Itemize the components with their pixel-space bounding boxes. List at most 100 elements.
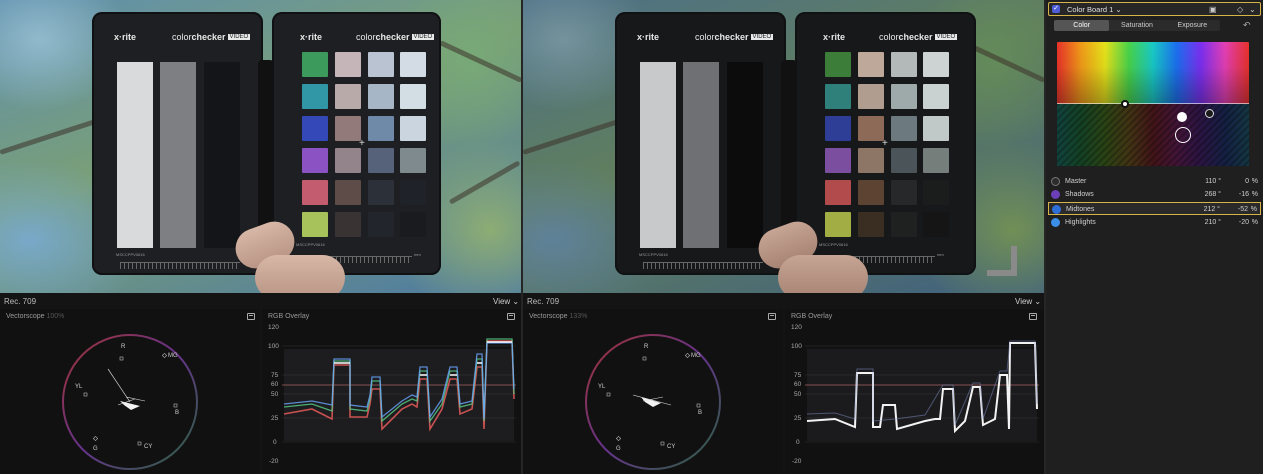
vectorscope-graph (62, 334, 198, 470)
control-row-master[interactable]: Master 110 ° 0 % (1048, 175, 1261, 188)
control-angle[interactable]: 212 ° (1203, 206, 1220, 213)
control-unit: % (1250, 206, 1257, 213)
control-amount[interactable]: -16 (1238, 191, 1249, 198)
control-amount[interactable]: 0 (1245, 178, 1249, 185)
color-patch (368, 84, 394, 109)
control-label: Shadows (1065, 191, 1094, 198)
scope-settings-icon[interactable] (1029, 313, 1037, 320)
colorchecker-logo: colorchecker VIDEO (695, 32, 774, 42)
color-checker-left-panel: x·rite colorchecker VIDEO MSCCPPV0616 (615, 12, 786, 275)
xrite-logo: x·rite (114, 32, 137, 42)
control-row-highlights[interactable]: Highlights 210 ° -20 % (1048, 216, 1261, 229)
keyframe-icon[interactable]: ◇ (1237, 5, 1244, 14)
vectorscope-panel: Vectorscope 100% R MG B CY G YL (0, 309, 260, 474)
control-row-shadows[interactable]: Shadows 268 ° -16 % (1048, 188, 1261, 201)
color-patch (923, 84, 949, 109)
scope-settings-icon[interactable] (768, 313, 776, 320)
serial-number: MSCCPPV0616 (819, 242, 848, 247)
color-board-canvas[interactable] (1057, 42, 1249, 166)
axis-label-0: 0 (796, 439, 800, 446)
vectorscope-graph (585, 334, 721, 470)
color-patch (923, 52, 949, 77)
vector-label-r: R (644, 344, 649, 350)
color-board-selector[interactable]: ✓ Color Board 1 ⌄ ▣ ◇ ⌄ (1048, 2, 1261, 16)
control-angle[interactable]: 268 ° (1204, 191, 1221, 198)
color-patch (335, 180, 361, 205)
rgb-overlay-panel: RGB Overlay 120 100 75 60 50 25 0 -20 (262, 309, 521, 474)
effect-enable-checkbox[interactable]: ✓ (1052, 5, 1060, 13)
control-row-midtones[interactable]: Midtones 212 ° -52 % (1048, 202, 1261, 215)
tab-color[interactable]: Color (1054, 20, 1110, 31)
control-amount[interactable]: -20 (1238, 219, 1249, 226)
color-board-name[interactable]: Color Board 1 ⌄ (1067, 5, 1122, 14)
xrite-logo: x·rite (300, 32, 323, 42)
color-patch (368, 180, 394, 205)
control-angle[interactable]: 210 ° (1204, 219, 1221, 226)
vectorscope-title: Vectorscope 100% (6, 313, 65, 320)
color-patch (891, 212, 917, 237)
ruler-unit: mm (414, 252, 421, 257)
ruler (823, 256, 935, 263)
axis-label-75: 75 (271, 372, 279, 379)
colorchecker-logo: colorchecker VIDEO (356, 32, 435, 42)
axis-label-120: 120 (268, 324, 279, 331)
hand-palm (778, 255, 868, 293)
control-label: Midtones (1066, 206, 1095, 213)
vector-label-r: R (121, 344, 126, 350)
control-label: Master (1065, 178, 1087, 185)
tab-exposure[interactable]: Exposure (1177, 22, 1208, 29)
color-board-tabs: Color Saturation Exposure (1054, 20, 1220, 31)
color-patch (858, 212, 884, 237)
chevron-down-icon[interactable]: ⌄ (1249, 5, 1256, 14)
shadows-puck[interactable] (1205, 109, 1214, 118)
color-patch (368, 212, 394, 237)
control-unit: % (1251, 219, 1258, 226)
inspector-divider (1044, 0, 1046, 474)
view-menu-button[interactable]: View ⌄ (493, 297, 520, 306)
color-patch (858, 148, 884, 173)
midtones-puck[interactable] (1175, 127, 1191, 143)
color-patch (825, 212, 851, 237)
scope-settings-icon[interactable] (507, 313, 515, 320)
color-inspector: ✓ Color Board 1 ⌄ ▣ ◇ ⌄ Color Saturation… (1046, 0, 1263, 474)
control-amount[interactable]: -52 (1237, 206, 1248, 213)
view-menu-button[interactable]: View ⌄ (1015, 297, 1042, 306)
color-patch (891, 148, 917, 173)
color-patch (335, 116, 361, 141)
color-patch (400, 84, 426, 109)
color-patch (302, 148, 328, 173)
scope-header-left: Rec. 709 View ⌄ (0, 295, 521, 309)
color-patch (891, 180, 917, 205)
colorchecker-logo: colorchecker VIDEO (172, 32, 251, 42)
scope-divider (521, 293, 523, 474)
serial-number: MSCCPPV0616 (639, 252, 668, 257)
color-patch (400, 116, 426, 141)
scope-settings-icon[interactable] (247, 313, 255, 320)
white-strip (640, 62, 676, 248)
viewer-divider (521, 0, 523, 293)
resize-corner-icon[interactable] (987, 246, 1017, 276)
scope-format-label: Rec. 709 (4, 297, 37, 306)
reset-icon[interactable]: ↶ (1243, 20, 1251, 30)
rgb-overlay-title: RGB Overlay (268, 313, 310, 320)
axis-label-60: 60 (794, 381, 802, 388)
color-patch (400, 180, 426, 205)
ruler (300, 256, 412, 263)
viewer-original[interactable]: x·rite colorchecker VIDEO MSCCPPV0616 x·r… (0, 0, 521, 293)
xrite-logo: x·rite (637, 32, 660, 42)
mask-icon[interactable]: ▣ (1209, 5, 1217, 14)
master-puck[interactable] (1121, 100, 1129, 108)
vector-label-cy: CY (667, 444, 676, 450)
color-patch (923, 212, 949, 237)
vector-label-g: G (616, 446, 621, 452)
color-board-center-line (1057, 103, 1249, 104)
hand-palm (255, 255, 345, 293)
tab-saturation[interactable]: Saturation (1121, 22, 1153, 29)
color-checker-left-panel: x·rite colorchecker VIDEO MSCCPPV0616 (92, 12, 263, 275)
black-strip (204, 62, 240, 248)
rgb-overlay-graph (805, 340, 1039, 443)
control-angle[interactable]: 110 ° (1205, 178, 1221, 185)
card-hinge (258, 60, 274, 250)
viewer-graded[interactable]: x·rite colorchecker VIDEO MSCCPPV0616 x·r… (523, 0, 1044, 293)
highlights-puck[interactable] (1177, 112, 1187, 122)
